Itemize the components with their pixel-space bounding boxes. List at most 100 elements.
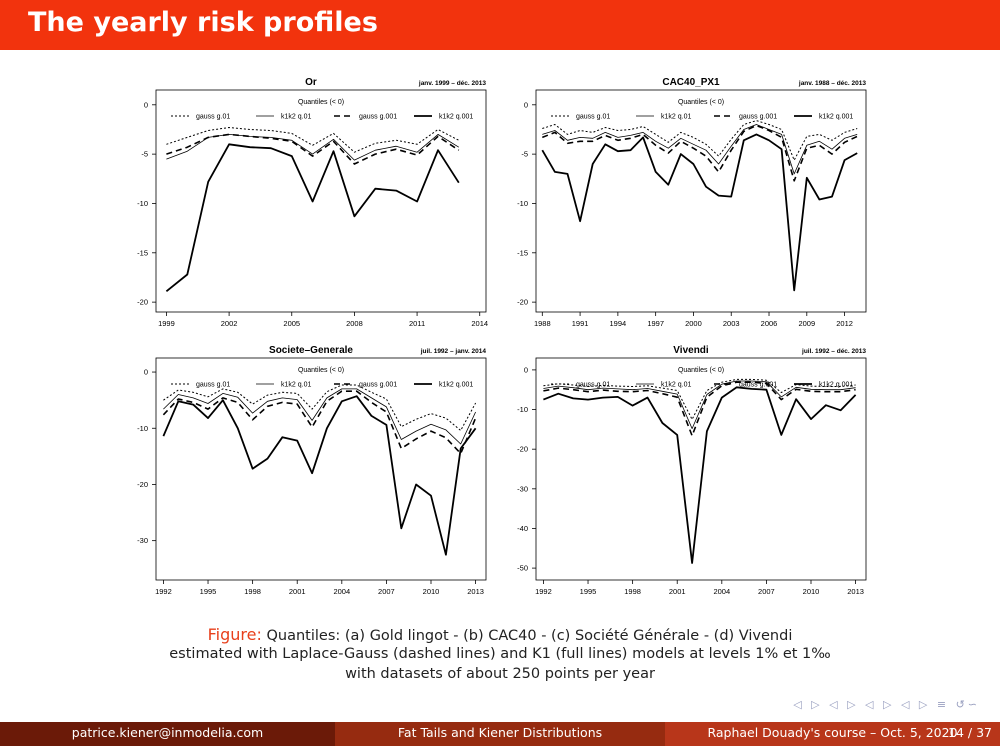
chart-subtitle: janv. 1988 – déc. 2013	[798, 80, 866, 87]
y-tick-label: 0	[524, 100, 528, 109]
series-line-k1k2-q-01	[542, 124, 858, 175]
series-line-gauss-g-01	[543, 378, 856, 420]
series-line-gauss-g-001	[542, 124, 858, 182]
x-tick-label: 2008	[346, 319, 363, 328]
y-tick-label: -15	[517, 248, 528, 257]
x-tick-label: 2013	[467, 587, 484, 596]
series-line-k1k2-q-001	[162, 395, 477, 556]
caption-text-1: Quantiles: (a) Gold lingot - (b) CAC40 -…	[266, 628, 793, 644]
chart-subtitle: juil. 1992 – déc. 2013	[801, 348, 866, 355]
plot-frame	[535, 357, 867, 581]
series-line-gauss-g-01	[166, 127, 460, 153]
figure-caption-line2: estimated with Laplace-Gauss (dashed lin…	[169, 646, 831, 662]
chart-title: Vivendi	[673, 345, 709, 356]
x-tick-label: 1998	[624, 587, 641, 596]
y-tick-label: -40	[517, 524, 528, 533]
series-line-k1k2-q-001	[541, 133, 858, 292]
legend-entry: k1k2 q.001	[819, 114, 853, 121]
x-tick-label: 2012	[836, 319, 853, 328]
legend-entry: k1k2 q.001	[439, 114, 473, 121]
y-tick-label: -20	[517, 298, 528, 307]
x-tick-label: 2005	[283, 319, 300, 328]
beamer-navigation[interactable]: ◁ ▷ ◁ ▷ ◁ ▷ ◁ ▷ ≡ ↺∽	[793, 698, 980, 711]
x-tick-label: 2001	[669, 587, 686, 596]
x-tick-label: 2002	[221, 319, 238, 328]
x-tick-label: 1995	[580, 587, 597, 596]
y-tick-label: -20	[517, 445, 528, 454]
figure-caption-line3: with datasets of about 250 points per ye…	[345, 666, 655, 682]
x-tick-label: 2007	[378, 587, 395, 596]
y-tick-label: -15	[137, 248, 148, 257]
legend-entry: gauss g.001	[739, 382, 777, 389]
x-tick-label: 2004	[333, 587, 350, 596]
footer-talk-title: Fat Tails and Kiener Distributions	[335, 722, 665, 746]
x-tick-label: 2014	[471, 319, 488, 328]
x-tick-label: 1994	[610, 319, 627, 328]
footer: patrice.kiener@inmodelia.com Fat Tails a…	[0, 722, 1000, 746]
figure-caption-line1: Figure: Quantiles: (a) Gold lingot - (b)…	[0, 625, 1000, 644]
x-tick-label: 1988	[534, 319, 551, 328]
legend-entry: gauss g.01	[196, 382, 230, 389]
series-line-k1k2-q-01	[163, 388, 476, 445]
legend-entry: k1k2 q.001	[819, 382, 853, 389]
chart-title: CAC40_PX1	[662, 77, 720, 88]
y-tick-label: -10	[517, 405, 528, 414]
footer-course-text: Raphael Douady's course – Oct. 5, 2020	[707, 725, 958, 740]
legend-title: Quantiles (< 0)	[678, 99, 724, 106]
x-tick-label: 1995	[200, 587, 217, 596]
chart-subtitle: janv. 1999 – déc. 2013	[418, 80, 486, 87]
chart-cac40: CAC40_PX1 janv. 1988 – déc. 2013 0 -5 -10 -15…	[508, 72, 876, 334]
x-tick-label: 2010	[803, 587, 820, 596]
legend-title: Quantiles (< 0)	[298, 367, 344, 374]
legend-entry: k1k2 q.001	[439, 382, 473, 389]
chart-vivendi: Vivendi juil. 1992 – déc. 2013 0 -10 -20 -30 -…	[508, 340, 876, 602]
x-tick-label: 2001	[289, 587, 306, 596]
x-tick-label: 1998	[244, 587, 261, 596]
x-tick-label: 2000	[685, 319, 702, 328]
figure-label: Figure:	[207, 625, 262, 644]
chart-subtitle: juil. 1992 – janv. 2014	[420, 348, 487, 355]
plot-frame	[155, 357, 487, 581]
footer-course: Raphael Douady's course – Oct. 5, 2020	[665, 722, 1000, 746]
x-tick-label: 2003	[723, 319, 740, 328]
chart-gold: Or janv. 1999 – déc. 2013 0 -5 -10 -15 -20 1999…	[128, 72, 496, 334]
x-tick-label: 1992	[535, 587, 552, 596]
y-tick-label: -20	[137, 480, 148, 489]
footer-email: patrice.kiener@inmodelia.com	[0, 722, 335, 746]
x-tick-label: 2006	[761, 319, 778, 328]
y-tick-label: -10	[137, 424, 148, 433]
legend-entry: gauss g.01	[576, 114, 610, 121]
chart-societe-generale: Societe–Generale juil. 1992 – janv. 2014 0…	[128, 340, 496, 602]
series-line-k1k2-q-001	[543, 386, 857, 564]
y-tick-label: 0	[524, 365, 528, 374]
y-tick-label: -50	[517, 564, 528, 573]
series-line-k1k2-q-01	[543, 380, 856, 429]
y-tick-label: -10	[137, 199, 148, 208]
legend-entry: gauss g.001	[359, 382, 397, 389]
slide-title: The yearly risk profiles	[28, 7, 378, 38]
y-tick-label: -5	[521, 150, 528, 159]
y-tick-label: -30	[517, 484, 528, 493]
series-line-gauss-g-01	[163, 384, 477, 431]
x-tick-label: 1992	[155, 587, 172, 596]
legend-entry: gauss g.001	[739, 114, 777, 121]
legend-entry: k1k2 q.01	[281, 114, 311, 121]
x-tick-label: 1999	[158, 319, 175, 328]
y-tick-label: 0	[144, 100, 148, 109]
y-tick-label: -10	[517, 199, 528, 208]
series-line-gauss-g-001	[166, 133, 460, 165]
legend-entry: gauss g.01	[576, 382, 610, 389]
series-line-k1k2-q-001	[165, 143, 460, 293]
x-tick-label: 2011	[409, 319, 425, 328]
plot-frame	[535, 89, 867, 313]
legend-title: Quantiles (< 0)	[678, 367, 724, 374]
legend-entry: gauss g.01	[196, 114, 230, 121]
legend-title: Quantiles (< 0)	[298, 99, 344, 106]
x-tick-label: 1991	[572, 319, 589, 328]
chart-title: Or	[305, 77, 317, 88]
x-tick-label: 2004	[713, 587, 730, 596]
legend-entry: k1k2 q.01	[661, 114, 691, 121]
legend-entry: k1k2 q.01	[281, 382, 311, 389]
x-tick-label: 2009	[798, 319, 815, 328]
plot-frame	[155, 89, 487, 313]
